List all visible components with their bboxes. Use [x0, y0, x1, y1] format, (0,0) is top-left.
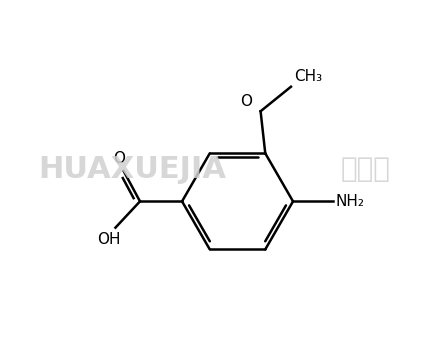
Text: O: O	[240, 94, 253, 109]
Text: HUAXUEJIA: HUAXUEJIA	[38, 155, 227, 184]
Text: NH₂: NH₂	[336, 194, 365, 209]
Text: O: O	[113, 151, 125, 166]
Text: CH₃: CH₃	[294, 69, 322, 84]
Text: 化学加: 化学加	[341, 155, 391, 183]
Text: OH: OH	[97, 232, 120, 247]
